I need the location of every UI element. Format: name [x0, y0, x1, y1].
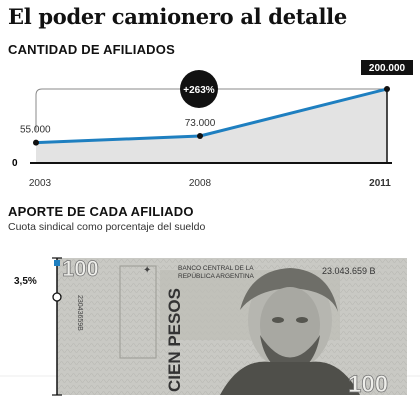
denomination-bottom: 100 [348, 371, 388, 398]
serial-number: 23.043.659 B [322, 266, 376, 276]
section-title-aporte: APORTE DE CADA AFILIADO [8, 204, 194, 219]
vertical-serial: 23043659B [76, 295, 83, 331]
data-point-2003 [33, 139, 39, 146]
growth-badge-circle [180, 70, 218, 108]
data-point-2011 [384, 86, 390, 92]
x-tick-2011: 2011 [369, 178, 391, 189]
banknote-figure: 100 ✦ BANCO CENTRAL DE LA REPÚBLICA ARGE… [0, 256, 420, 398]
cien-pesos-text: CIEN PESOS [165, 288, 184, 392]
star-icon: ✦ [143, 265, 151, 276]
denomination-top: 100 [62, 256, 99, 281]
bank-name-line2: REPÚBLICA ARGENTINA [178, 271, 255, 280]
percent-bar [54, 260, 60, 266]
x-tick-2008: 2008 [189, 178, 212, 189]
data-point-2008 [197, 132, 203, 139]
section-title-afiliados: CANTIDAD DE AFILIADOS [8, 42, 175, 57]
data-label-box-2011 [361, 60, 413, 75]
afiliados-chart: 55.000 73.000 200.000 2003 2008 2011 0 +263% [12, 60, 413, 189]
page-title: El poder camionero al detalle [8, 4, 347, 29]
data-label-2011: 200.000 [369, 63, 406, 74]
percent-label: 3,5% [14, 276, 37, 287]
data-label-2003: 55.000 [20, 125, 51, 136]
growth-badge-label: +263% [183, 85, 215, 96]
subtitle: Cuota sindical como porcentaje del sueld… [8, 221, 206, 233]
y-zero-label: 0 [12, 158, 18, 169]
percent-marker [52, 292, 62, 302]
x-tick-2003: 2003 [29, 178, 52, 189]
portrait [220, 268, 360, 395]
data-label-2008: 73.000 [185, 118, 216, 129]
area-fill [36, 89, 387, 163]
bank-name-line1: BANCO CENTRAL DE LA [178, 265, 254, 272]
